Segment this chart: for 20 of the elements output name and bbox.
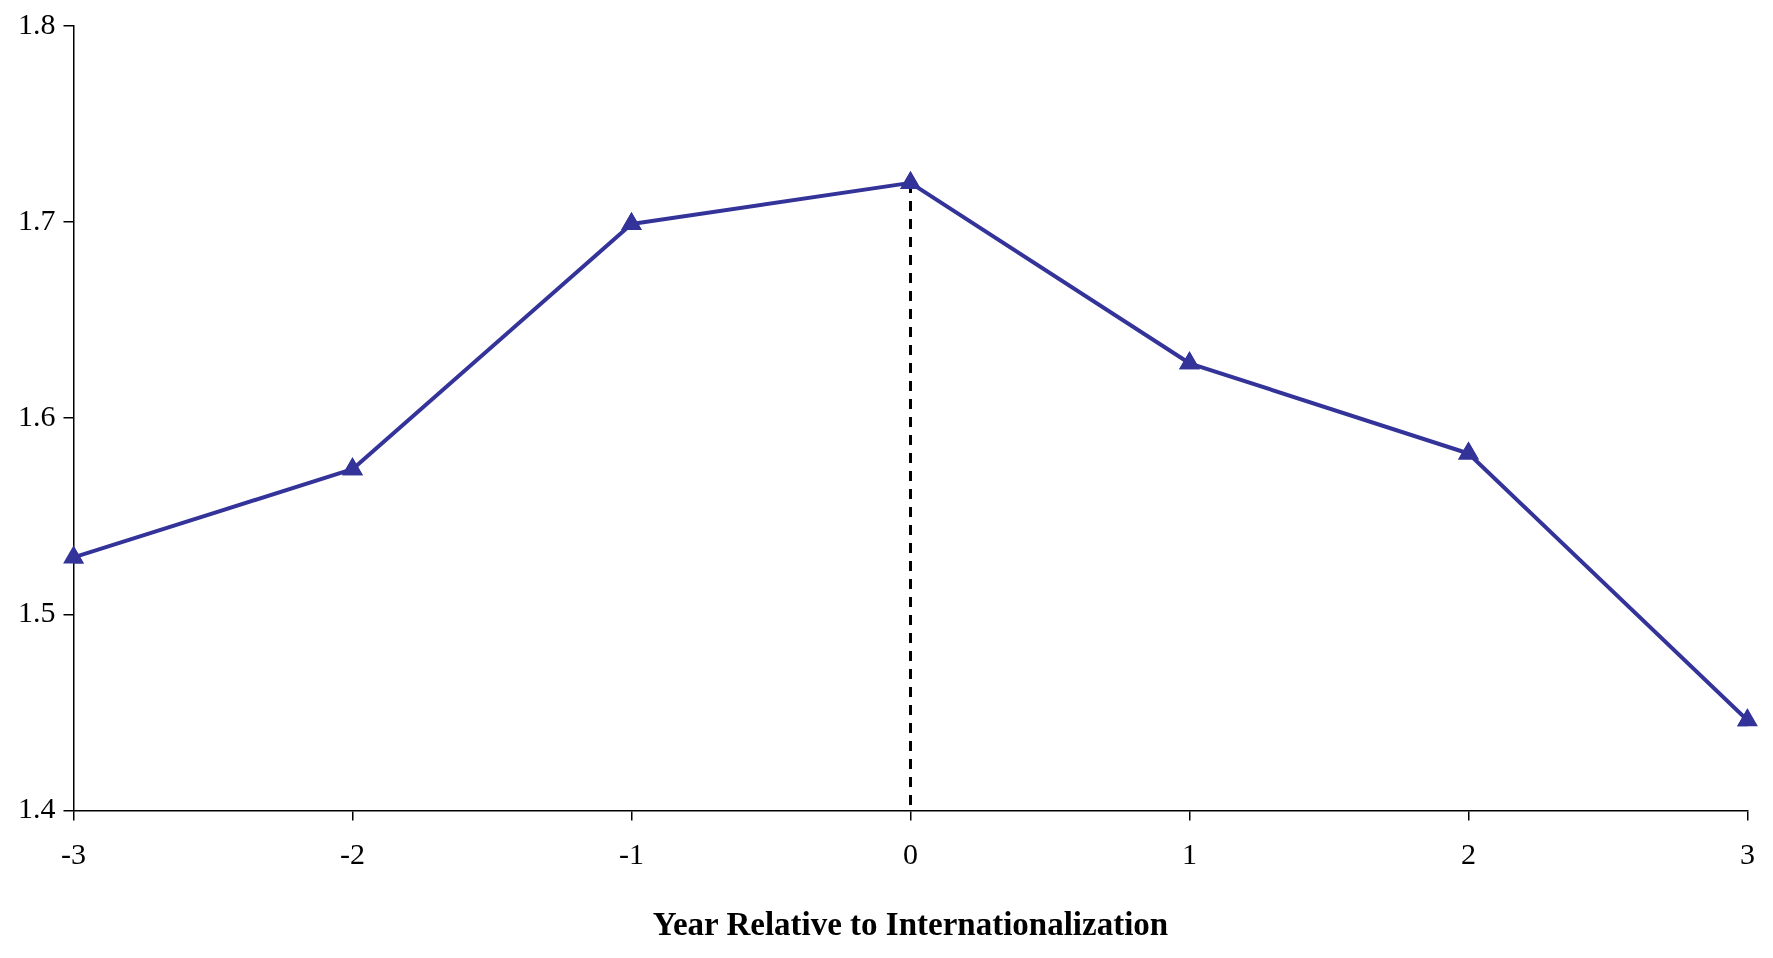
x-tick-label: -3 bbox=[61, 837, 86, 871]
x-tick-label: 2 bbox=[1461, 837, 1476, 871]
x-tick-label: -2 bbox=[340, 837, 365, 871]
y-tick-label: 1.7 bbox=[18, 202, 56, 236]
x-tick-label: 3 bbox=[1740, 837, 1755, 871]
point bbox=[64, 547, 83, 564]
point bbox=[1180, 353, 1199, 370]
y-tick-label: 1.8 bbox=[18, 6, 56, 40]
point bbox=[343, 459, 362, 476]
y-tick-label: 1.5 bbox=[18, 595, 56, 629]
point bbox=[901, 172, 920, 189]
point bbox=[1738, 710, 1757, 727]
x-tick-label: -1 bbox=[619, 837, 644, 871]
x-tick-label: 1 bbox=[1182, 837, 1197, 871]
x-tick-label: 0 bbox=[903, 837, 918, 871]
point bbox=[622, 214, 641, 231]
x-axis-title: Year Relative to Internationalization bbox=[652, 905, 1169, 942]
y-tick-label: 1.6 bbox=[18, 399, 56, 433]
point bbox=[1459, 443, 1478, 460]
y-tick-label: 1.4 bbox=[18, 791, 56, 825]
